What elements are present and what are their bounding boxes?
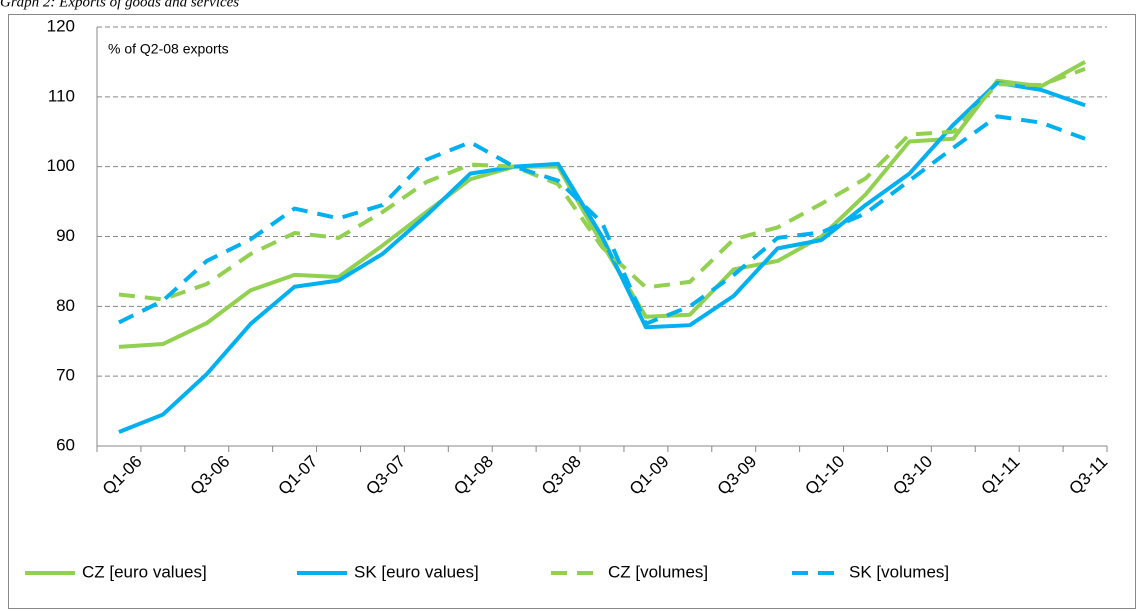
- y-tick-label: 80: [56, 296, 75, 315]
- series-line: [118, 114, 1086, 326]
- y-tick-label: 60: [56, 435, 75, 454]
- series-line: [118, 80, 1086, 434]
- y-tick-label: 70: [56, 366, 75, 385]
- legend-label: SK [volumes]: [849, 562, 949, 581]
- chart-frame: [8, 14, 1136, 609]
- legend-label: CZ [volumes]: [608, 562, 708, 581]
- y-tick-label: 90: [56, 226, 75, 245]
- chart-title: Graph 2: Exports of goods and services: [0, 0, 239, 10]
- legend-label: SK [euro values]: [354, 562, 479, 581]
- y-tick-label: 120: [47, 16, 75, 35]
- legend-label: CZ [euro values]: [82, 562, 207, 581]
- y-tick-label: 100: [47, 156, 75, 175]
- annotation: % of Q2-08 exports: [108, 41, 229, 57]
- series-line: [118, 67, 1086, 302]
- y-tick-label: 110: [48, 86, 75, 105]
